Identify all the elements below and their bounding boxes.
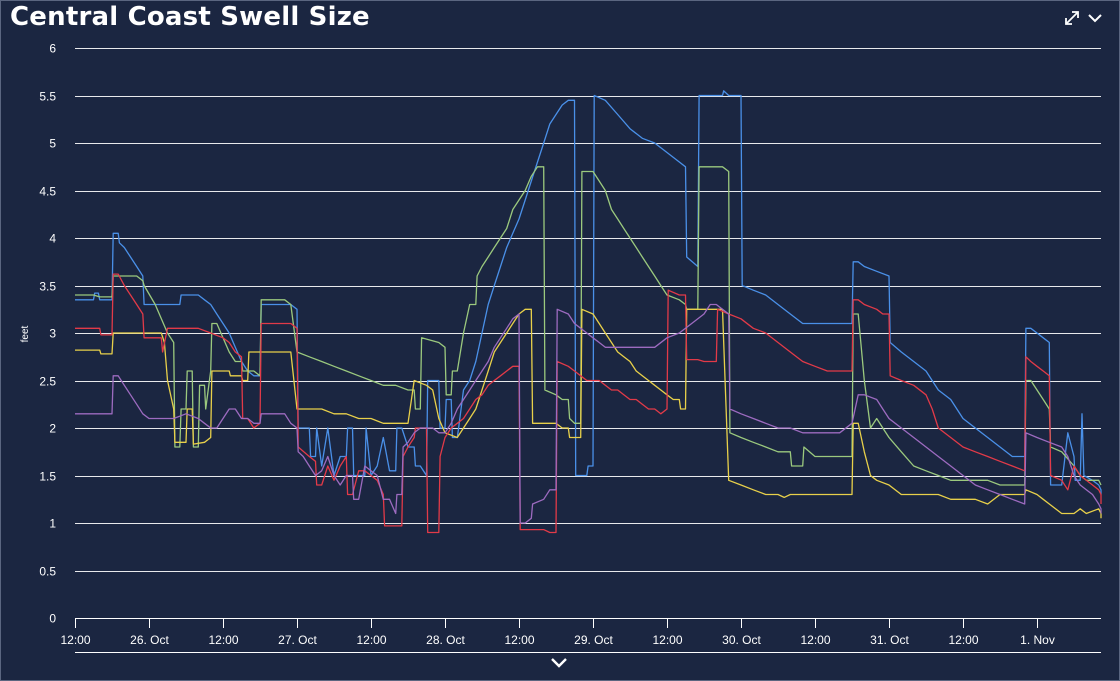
y-axis-ticks: 0 0.5 1 1.5 2 2.5 3 3.5 4 4.5 5 5.5 6: [39, 42, 56, 626]
x-tick-label: 12:00: [208, 633, 238, 647]
y-tick-label: 0: [49, 612, 56, 626]
x-tick-label: 12:00: [356, 633, 386, 647]
y-tick-label: 4.5: [39, 185, 56, 199]
y-tick-label: 3: [49, 327, 56, 341]
x-tick-label: 29. Oct: [574, 633, 613, 647]
expand-arrows-icon[interactable]: [1062, 8, 1082, 28]
series-line-2: [75, 166, 1102, 486]
x-tick-label: 12:00: [60, 633, 90, 647]
series-line-4: [75, 273, 1102, 534]
x-tick-label: 12:00: [800, 633, 830, 647]
y-tick-label: 1.5: [39, 470, 56, 484]
x-tick-label: 30. Oct: [722, 633, 761, 647]
y-tick-label: 4: [49, 232, 56, 246]
y-tick-label: 1: [49, 517, 56, 531]
x-tick-label: 31. Oct: [870, 633, 909, 647]
y-tick-label: 6: [49, 42, 56, 56]
x-tick-label: 28. Oct: [426, 633, 465, 647]
chevron-down-icon[interactable]: [1085, 8, 1105, 28]
y-tick-label: 2: [49, 422, 56, 436]
y-tick-label: 5.5: [39, 90, 56, 104]
x-tick-label: 12:00: [948, 633, 978, 647]
series-line-3: [75, 308, 1102, 519]
series-line-1: [75, 90, 1102, 495]
y-gridlines: [75, 48, 1101, 572]
y-tick-label: 3.5: [39, 280, 56, 294]
scroll-chevron-down-icon[interactable]: [549, 656, 569, 670]
y-tick-label: 5: [49, 137, 56, 151]
y-axis-label: feet: [20, 325, 31, 342]
y-tick-label: 0.5: [39, 565, 56, 579]
x-tick-label: 12:00: [652, 633, 682, 647]
y-tick-label: 2.5: [39, 375, 56, 389]
x-tick-label: 26. Oct: [130, 633, 169, 647]
x-tick-label: 27. Oct: [278, 633, 317, 647]
series-line-5: [75, 303, 1102, 524]
x-tick-label: 1. Nov: [1020, 633, 1055, 647]
series-lines: [75, 90, 1102, 534]
chart-title: Central Coast Swell Size: [10, 2, 370, 32]
x-tick-label: 12:00: [504, 633, 534, 647]
x-axis: 12:00 26. Oct 12:00 27. Oct 12:00 28. Oct 12:0…: [60, 618, 1101, 653]
